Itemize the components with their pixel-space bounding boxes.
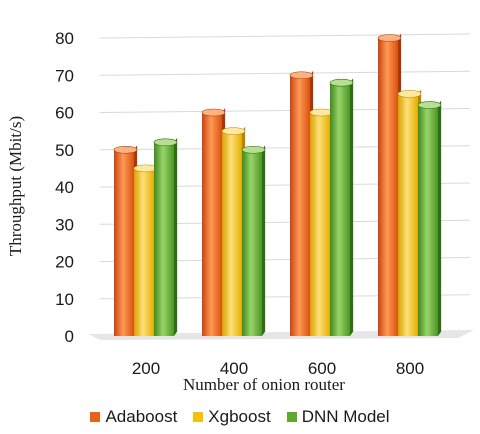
legend-swatch: [90, 412, 101, 422]
y-tick-label: 10: [55, 290, 74, 309]
bar: [133, 163, 158, 336]
y-axis-title: Throughput (Mbit/s): [6, 116, 25, 256]
floor-surface: [88, 330, 474, 340]
y-axis-ticks: 0 10 20 30 40 50 60 70 80: [55, 29, 74, 346]
y-tick-label: 50: [55, 141, 74, 160]
bar: [201, 108, 226, 336]
y-tick-label: 80: [55, 29, 74, 48]
x-tick-label: 400: [220, 359, 248, 378]
legend-item: DNN Model: [286, 407, 390, 427]
bar: [309, 108, 334, 336]
legend-swatch: [286, 412, 297, 422]
bar: [417, 100, 442, 336]
bar-chart: 0 10 20 30 40 50 60 70 80 200 400 600 800 Number of…: [6, 29, 474, 394]
legend-swatch: [193, 412, 204, 422]
y-tick-label: 40: [55, 178, 74, 197]
bars: [113, 33, 442, 336]
bar: [241, 145, 266, 336]
bar: [289, 70, 314, 336]
bar: [397, 89, 422, 336]
bar: [377, 33, 402, 336]
x-tick-label: 800: [396, 359, 424, 378]
bar: [329, 78, 354, 336]
gridline: [99, 33, 471, 39]
legend-label: Adaboost: [105, 407, 178, 426]
x-tick-label: 200: [132, 359, 160, 378]
legend-item: Adaboost: [90, 407, 177, 427]
y-tick-label: 0: [65, 327, 74, 346]
legend: Adaboost Xgboost DNN Model: [0, 404, 480, 430]
bar: [153, 137, 178, 336]
x-axis-title: Number of onion router: [183, 375, 345, 394]
bar: [221, 126, 246, 336]
legend-item: Xgboost: [193, 407, 271, 427]
y-tick-label: 60: [55, 104, 74, 123]
chart-floor: [88, 330, 474, 340]
bar: [113, 145, 138, 336]
y-tick-label: 70: [55, 66, 74, 85]
x-tick-label: 600: [308, 359, 336, 378]
legend-label: Xgboost: [208, 407, 271, 426]
y-tick-label: 30: [55, 215, 74, 234]
gridline: [99, 70, 471, 76]
y-tick-label: 20: [55, 253, 74, 272]
x-axis-ticks: 200 400 600 800: [132, 359, 424, 378]
legend-label: DNN Model: [301, 407, 390, 426]
